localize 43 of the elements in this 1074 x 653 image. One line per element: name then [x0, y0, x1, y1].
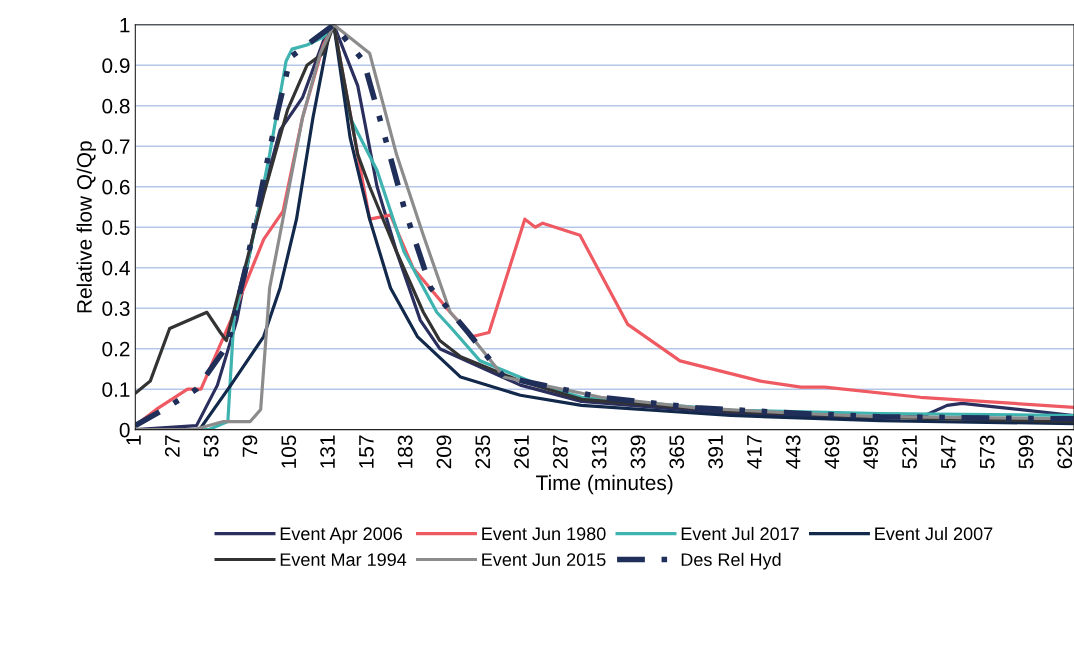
y-tick-label: 0.9 [102, 58, 130, 74]
legend-label: Event Apr 2006 [280, 527, 402, 544]
x-tick-label: 469 [824, 435, 840, 469]
x-tick-label: 235 [475, 435, 491, 469]
x-tick-label: 27 [164, 435, 180, 457]
x-tick-label: 521 [902, 435, 917, 469]
x-tick-label: 183 [397, 435, 413, 468]
x-tick-label: 599 [1018, 435, 1034, 469]
legend-label: Event Jun 1980 [482, 527, 606, 541]
y-tick-label: 0.8 [102, 98, 130, 114]
legend-label: Event Jun 2015 [482, 553, 606, 567]
legend-label: Event Jul 2017 [681, 526, 799, 541]
x-tick-label: 157 [359, 435, 374, 468]
y-tick-label: 0.6 [102, 179, 130, 195]
y-tick-label: 0.7 [102, 139, 130, 155]
x-tick-label: 287 [552, 435, 568, 469]
legend-label: Event Jul 2007 [875, 526, 993, 541]
y-tick-label: 0.3 [102, 301, 130, 316]
x-axis-title: Time (minutes) [536, 474, 673, 495]
y-tick-label: 1 [120, 18, 130, 33]
x-tick-label: 391 [708, 435, 723, 469]
x-tick-label: 625 [1057, 435, 1073, 469]
x-tick-label: 313 [591, 435, 607, 469]
x-tick-label: 443 [785, 435, 801, 469]
y-tick-label: 0.4 [102, 260, 130, 276]
x-tick-label: 79 [242, 435, 258, 457]
y-tick-label: 0.1 [102, 382, 130, 397]
x-tick-label: 573 [979, 435, 995, 469]
x-tick-label: 261 [514, 435, 529, 469]
x-tick-label: 53 [203, 435, 219, 457]
x-tick-label: 365 [669, 435, 685, 469]
x-tick-label: 209 [436, 435, 452, 469]
y-axis-title: Relative flow Q/Qp [76, 141, 96, 313]
x-tick-label: 547 [941, 435, 956, 469]
legend-label: Des Rel Hyd [681, 552, 781, 570]
x-tick-label: 339 [630, 435, 646, 469]
x-tick-label: 131 [320, 435, 335, 468]
x-tick-label: 105 [281, 435, 297, 468]
x-tick-label: 417 [747, 435, 762, 469]
legend-label: Event Mar 1994 [280, 553, 407, 567]
x-tick-label: 495 [863, 435, 879, 469]
y-tick-label: 0.2 [102, 341, 130, 357]
y-tick-label: 0.5 [102, 220, 130, 235]
